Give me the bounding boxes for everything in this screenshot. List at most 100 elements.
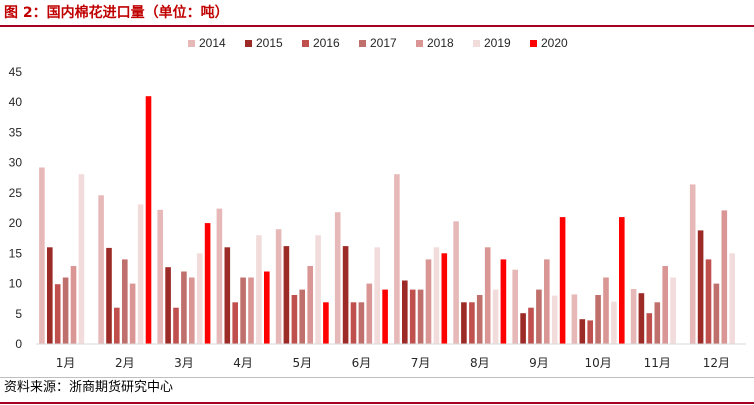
bar-2014-2月: [98, 195, 104, 344]
bar-2017-12月: [713, 283, 720, 344]
bar-2018-6月: [366, 283, 373, 344]
bar-2016-3月: [173, 307, 179, 344]
x-tick-label: 2月: [115, 356, 135, 370]
chart-legend: 2014 2015 2016 2017 2018 2019 2020: [188, 36, 568, 50]
bar-2015-3月: [165, 267, 171, 344]
y-tick-label: 5: [15, 307, 22, 321]
legend-label-2015: 2015: [256, 36, 283, 50]
bar-2019-12月: [729, 253, 735, 344]
bar-2015-9月: [520, 313, 526, 344]
bar-2017-9月: [536, 289, 542, 344]
bar-2018-10月: [603, 277, 609, 344]
bar-2019-9月: [551, 295, 558, 344]
bar-2015-7月: [402, 280, 408, 344]
bar-2018-11月: [662, 266, 668, 344]
bar-2014-5月: [275, 229, 282, 344]
bar-2020-4月: [264, 271, 270, 344]
bar-2019-6月: [374, 247, 380, 344]
legend-swatch-2018: [416, 40, 423, 47]
bar-2017-7月: [417, 289, 424, 344]
bar-2020-3月: [204, 223, 211, 344]
bar-2017-5月: [299, 289, 305, 344]
bar-2017-1月: [62, 277, 69, 344]
x-tick-label: 3月: [174, 356, 194, 370]
bar-chart: 2014 2015 2016 2017 2018 2019 2020 0 5 10 15 20 25 3…: [9, 36, 746, 370]
bar-2019-11月: [670, 277, 676, 344]
bar-2020-10月: [619, 217, 625, 344]
bar-2014-1月: [39, 167, 45, 344]
bar-2020-5月: [323, 302, 329, 344]
legend-label-2019: 2019: [484, 36, 511, 50]
bar-2019-2月: [137, 204, 144, 344]
bar-2016-6月: [350, 302, 357, 344]
legend-swatch-2017: [359, 40, 366, 47]
legend-label-2014: 2014: [199, 36, 226, 50]
y-tick-label: 0: [15, 337, 22, 351]
bar-2015-1月: [47, 247, 53, 344]
bar-2014-10月: [571, 294, 578, 344]
x-tick-label: 9月: [529, 356, 549, 370]
bar-2018-3月: [189, 277, 195, 344]
x-tick-label: 8月: [470, 356, 490, 370]
bar-2016-4月: [232, 302, 238, 344]
bar-2015-2月: [106, 247, 112, 344]
bar-2019-5月: [315, 235, 321, 344]
bar-2016-8月: [469, 302, 475, 344]
bar-2015-10月: [579, 319, 586, 344]
bar-2018-8月: [484, 247, 491, 344]
legend-swatch-2014: [188, 40, 195, 47]
legend-label-2018: 2018: [427, 36, 454, 50]
bar-2020-9月: [559, 217, 566, 344]
bar-2018-4月: [248, 277, 254, 344]
legend-swatch-2020: [530, 40, 537, 47]
bar-2014-12月: [689, 184, 696, 344]
bar-2017-6月: [358, 302, 365, 344]
bar-2020-6月: [382, 289, 388, 344]
x-tick-label: 1月: [56, 356, 76, 370]
bar-2020-2月: [145, 96, 152, 344]
x-tick-label: 11月: [644, 356, 671, 370]
bar-2015-6月: [342, 246, 349, 344]
y-tick-label: 15: [9, 246, 23, 260]
y-tick-label: 45: [9, 65, 23, 79]
y-tick-label: 35: [9, 125, 23, 139]
bar-2014-11月: [630, 289, 637, 344]
bar-2014-3月: [157, 209, 163, 344]
bar-2017-3月: [181, 271, 187, 344]
y-tick-label: 25: [9, 186, 23, 200]
source-note: 资料来源：浙商期货研究中心: [4, 380, 174, 395]
bar-2014-9月: [512, 269, 518, 344]
bar-series-group: [39, 96, 735, 344]
bar-2019-8月: [492, 289, 499, 344]
x-tick-label: 4月: [233, 356, 253, 370]
bar-2016-5月: [291, 295, 298, 344]
bar-2018-9月: [544, 259, 550, 344]
bar-2014-7月: [394, 174, 400, 344]
bar-2016-10月: [587, 320, 593, 344]
bar-2018-5月: [307, 266, 313, 344]
x-tick-label: 10月: [584, 356, 611, 370]
bar-2015-11月: [638, 293, 645, 344]
bar-2019-7月: [433, 247, 440, 344]
x-tick-label: 12月: [703, 356, 730, 370]
source-divider: [0, 377, 754, 378]
chart-title: 图 2：国内棉花进口量（单位：吨）: [4, 5, 229, 21]
bar-2016-12月: [705, 259, 712, 344]
bar-2016-1月: [54, 284, 61, 344]
y-tick-label: 20: [9, 216, 23, 230]
bar-2018-1月: [70, 266, 77, 344]
bar-2017-8月: [476, 295, 483, 344]
legend-swatch-2015: [245, 40, 252, 47]
bar-2016-11月: [646, 313, 653, 344]
bar-2014-8月: [453, 221, 459, 344]
bar-2014-4月: [216, 208, 223, 344]
legend-label-2016: 2016: [313, 36, 340, 50]
y-tick-label: 40: [9, 95, 23, 109]
y-tick-label: 30: [9, 156, 23, 170]
bar-2016-7月: [409, 289, 416, 344]
legend-label-2017: 2017: [370, 36, 397, 50]
legend-label-2020: 2020: [541, 36, 568, 50]
bar-2018-12月: [721, 210, 728, 344]
bar-2018-7月: [425, 259, 432, 344]
bar-2019-10月: [611, 301, 617, 344]
